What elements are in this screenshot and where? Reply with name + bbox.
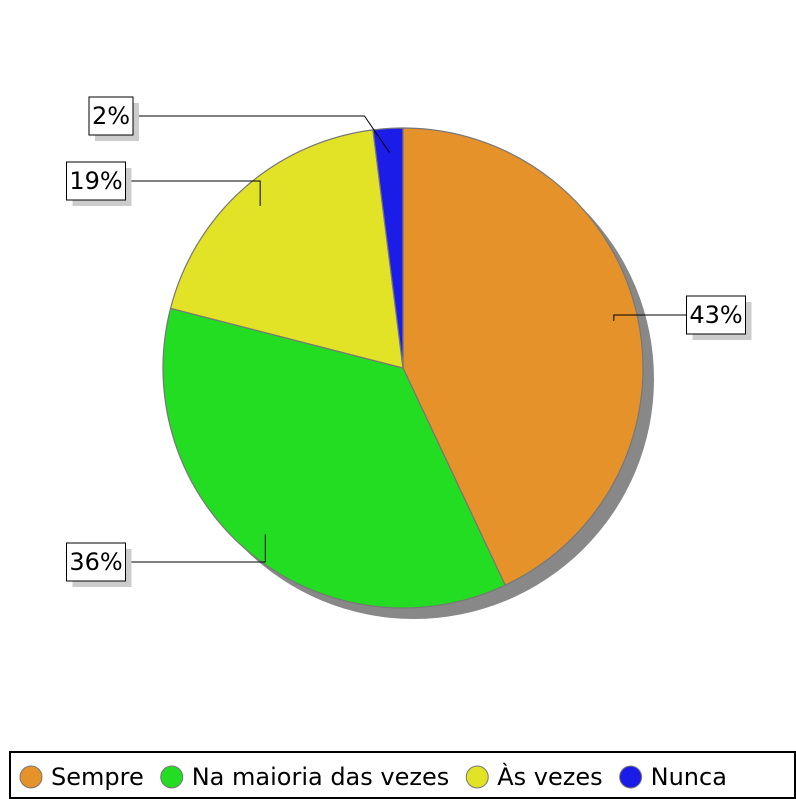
leader-line <box>133 115 390 153</box>
data-label: 43% <box>689 301 742 329</box>
legend-marker <box>619 765 643 789</box>
data-labels: 43% 36% 19% 2% <box>66 96 752 587</box>
leader-line <box>125 534 266 563</box>
label-box <box>66 542 126 582</box>
slice <box>372 127 404 369</box>
legend-label: Nunca <box>651 763 727 791</box>
label-box <box>88 96 134 136</box>
data-label: 2% <box>92 102 130 130</box>
label-box <box>66 161 126 201</box>
leader-line <box>125 180 261 206</box>
pie <box>162 127 644 609</box>
legend-label: Sempre <box>51 763 144 791</box>
legend: Sempre Na maioria das vezes Às vezes Nunca <box>19 762 727 791</box>
slice <box>162 307 506 609</box>
legend-marker <box>19 765 43 789</box>
slice <box>169 129 404 369</box>
legend-marker <box>160 765 184 789</box>
slice <box>402 127 644 586</box>
leader-line <box>613 314 687 321</box>
legend-marker <box>465 765 489 789</box>
legend-label: Às vezes <box>497 762 602 791</box>
data-label: 19% <box>69 167 122 195</box>
data-label: 36% <box>69 548 122 576</box>
label-box <box>686 295 746 335</box>
legend-box <box>9 751 796 799</box>
legend-label: Na maioria das vezes <box>192 763 450 791</box>
